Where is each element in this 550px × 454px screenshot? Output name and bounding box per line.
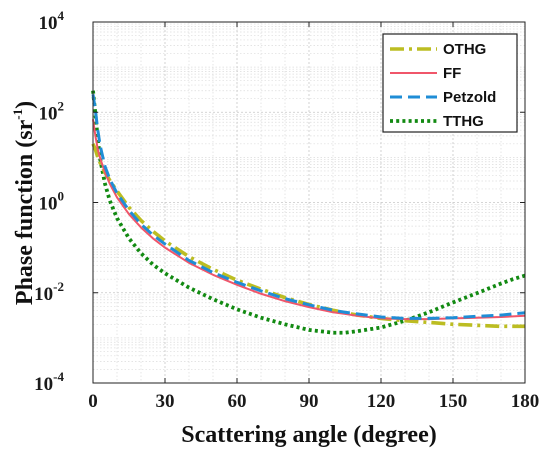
x-tick-label: 60 [228,391,247,412]
series-line-ff [92,119,526,321]
x-axis-label: Scattering angle (degree) [181,422,436,448]
x-tick-label: 120 [367,391,396,412]
legend-box [382,33,518,133]
x-tick-label: 90 [300,391,319,412]
y-tick-label: 100 [39,189,65,215]
legend-label-othg: OTHG [443,41,486,58]
legend-label-petzold: Petzold [443,89,496,106]
y-tick-label: 10-4 [34,369,64,395]
y-axis-label-end: ) [12,101,38,109]
x-tick-label: 30 [156,391,175,412]
legend-label-ff: FF [443,65,461,82]
x-tick-label: 150 [439,391,468,412]
y-axis-label-group: Phase function (sr-1) [10,101,38,305]
legend-label-tthg: TTHG [443,113,484,130]
y-tick-label: 10-2 [34,279,64,305]
y-tick-label: 102 [39,98,65,124]
y-tick-label: 104 [39,8,65,34]
tick-layer: 0 30 60 90 120 150 180 10-4 10-2 100 102 104 [34,8,539,412]
y-axis-label: Phase function (sr-1) [10,101,38,305]
series-layer [91,90,526,335]
x-tick-label: 0 [88,391,98,412]
y-axis-label-sup: -1 [10,109,25,120]
series-line-petzold [91,94,526,320]
legend: OTHG FF Petzold TTHG [382,33,518,133]
y-axis-label-main: Phase function (sr [12,119,38,305]
x-tick-label: 180 [511,391,540,412]
series-line-tthg [91,90,526,335]
